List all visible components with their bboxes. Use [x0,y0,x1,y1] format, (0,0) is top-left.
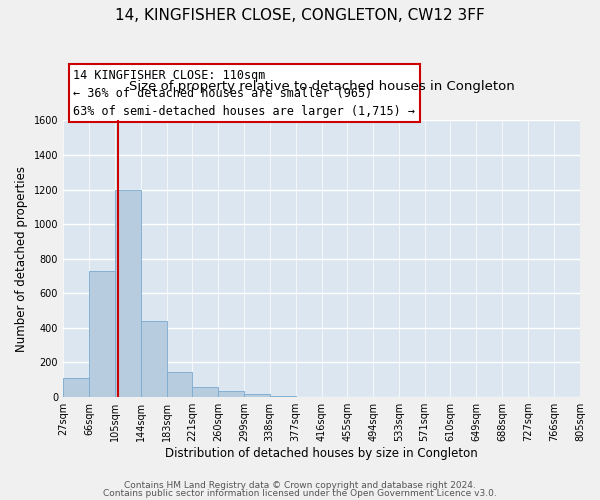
Bar [115,190,141,397]
Text: 14 KINGFISHER CLOSE: 110sqm
← 36% of detached houses are smaller (965)
63% of se: 14 KINGFISHER CLOSE: 110sqm ← 36% of det… [73,68,415,117]
Bar [192,386,218,397]
Bar [89,271,115,397]
Text: Contains public sector information licensed under the Open Government Licence v3: Contains public sector information licen… [103,488,497,498]
Bar [63,378,89,397]
Bar [244,394,269,397]
Text: Contains HM Land Registry data © Crown copyright and database right 2024.: Contains HM Land Registry data © Crown c… [124,481,476,490]
Bar [269,396,296,397]
Y-axis label: Number of detached properties: Number of detached properties [15,166,28,352]
Bar [167,372,192,397]
Bar [141,321,167,397]
Title: Size of property relative to detached houses in Congleton: Size of property relative to detached ho… [128,80,514,93]
X-axis label: Distribution of detached houses by size in Congleton: Distribution of detached houses by size … [165,447,478,460]
Text: 14, KINGFISHER CLOSE, CONGLETON, CW12 3FF: 14, KINGFISHER CLOSE, CONGLETON, CW12 3F… [115,8,485,22]
Bar [218,391,244,397]
